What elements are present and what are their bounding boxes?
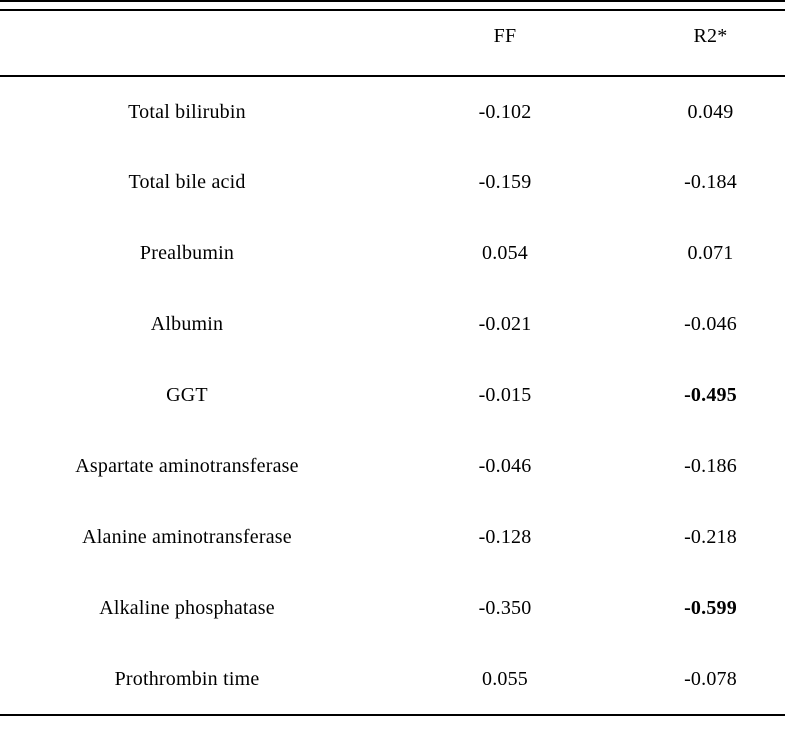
- r2-value-bold: -0.495: [684, 384, 737, 406]
- row-label: Albumin: [150, 313, 224, 335]
- table-row-alanine-aminotransferase: Alanine aminotransferase -0.128 -0.218: [0, 502, 785, 573]
- row-label: Prealbumin: [139, 242, 235, 264]
- r2-value: -0.186: [684, 455, 737, 477]
- table-row-total-bile-acid: Total bile acid -0.159 -0.184: [0, 147, 785, 218]
- header-row: FF R2*: [0, 9, 785, 77]
- table-row-albumin: Albumin -0.021 -0.046: [0, 289, 785, 360]
- table-row-prothrombin-time: Prothrombin time 0.055 -0.078: [0, 644, 785, 716]
- ff-value: -0.102: [478, 100, 532, 123]
- ff-value: 0.054: [482, 242, 528, 264]
- r2-value: 0.049: [687, 100, 734, 123]
- ff-value: -0.046: [478, 455, 532, 477]
- r2-value-bold: -0.599: [684, 597, 737, 619]
- ff-value: -0.350: [478, 597, 532, 619]
- ff-value: 0.055: [374, 644, 636, 716]
- row-label: Aspartate aminotransferase: [75, 455, 299, 477]
- header-ff: FF: [374, 9, 636, 77]
- ff-value: -0.021: [478, 313, 532, 335]
- header-r2star: R2*: [636, 9, 785, 77]
- r2-value: -0.218: [684, 526, 737, 548]
- row-label: GGT: [166, 384, 208, 406]
- row-label: Total bilirubin: [128, 100, 246, 123]
- header-label-empty: [0, 9, 374, 77]
- row-label: Alkaline phosphatase: [99, 597, 275, 619]
- ff-value: -0.015: [478, 384, 532, 406]
- row-label: Alanine aminotransferase: [82, 526, 292, 548]
- table-row-aspartate-aminotransferase: Aspartate aminotransferase -0.046 -0.186: [0, 431, 785, 502]
- ff-value: -0.128: [478, 526, 532, 548]
- r2-value: 0.071: [687, 242, 734, 264]
- table-row-ggt: GGT -0.015 -0.495: [0, 360, 785, 431]
- r2-value: -0.184: [684, 171, 737, 193]
- table-row-alkaline-phosphatase: Alkaline phosphatase -0.350 -0.599: [0, 573, 785, 644]
- row-label: Total bile acid: [128, 171, 246, 193]
- table-row-total-bilirubin: Total bilirubin -0.102 0.049: [0, 76, 785, 147]
- row-label: Prothrombin time: [0, 644, 374, 716]
- ff-value: -0.159: [478, 171, 532, 193]
- r2-value: -0.078: [636, 644, 785, 716]
- r2-value: -0.046: [684, 313, 737, 335]
- correlation-table: FF R2* Total bilirubin -0.102 0.049 Tota…: [0, 9, 785, 716]
- table-row-prealbumin: Prealbumin 0.054 0.071: [0, 218, 785, 289]
- page-top-rule: [0, 0, 785, 2]
